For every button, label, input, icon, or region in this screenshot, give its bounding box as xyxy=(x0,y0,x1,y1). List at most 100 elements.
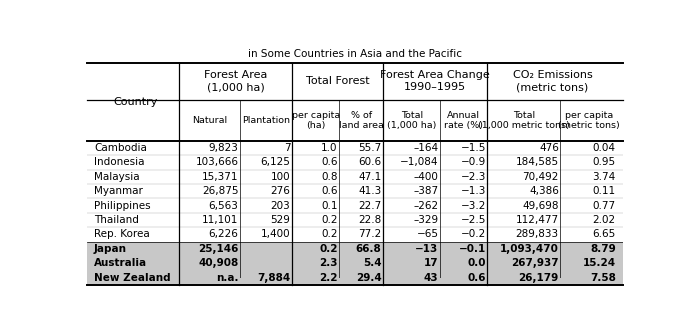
Text: 2.3: 2.3 xyxy=(319,258,338,268)
Text: 6.65: 6.65 xyxy=(592,229,616,239)
Text: Rep. Korea: Rep. Korea xyxy=(94,229,149,239)
Text: 0.6: 0.6 xyxy=(321,157,338,167)
Text: 22.7: 22.7 xyxy=(358,201,381,211)
Text: 70,492: 70,492 xyxy=(522,172,559,182)
Text: Forest Area
(1,000 ha): Forest Area (1,000 ha) xyxy=(203,71,267,92)
Text: 26,875: 26,875 xyxy=(202,186,238,196)
Text: 41.3: 41.3 xyxy=(358,186,381,196)
Text: Philippines: Philippines xyxy=(94,201,151,211)
Text: 0.95: 0.95 xyxy=(593,157,616,167)
Text: 0.6: 0.6 xyxy=(321,186,338,196)
Text: 0.8: 0.8 xyxy=(321,172,338,182)
Text: 26,179: 26,179 xyxy=(518,273,559,283)
Text: −0.2: −0.2 xyxy=(461,229,486,239)
Text: Indonesia: Indonesia xyxy=(94,157,145,167)
Text: 55.7: 55.7 xyxy=(358,143,381,153)
Text: 0.77: 0.77 xyxy=(593,201,616,211)
Text: 2.02: 2.02 xyxy=(593,215,616,225)
Text: 77.2: 77.2 xyxy=(358,229,381,239)
Text: 6,125: 6,125 xyxy=(261,157,291,167)
Text: 276: 276 xyxy=(271,186,291,196)
Text: –262: –262 xyxy=(413,201,439,211)
Text: 476: 476 xyxy=(539,143,559,153)
Text: 289,833: 289,833 xyxy=(516,229,559,239)
Text: New Zealand: New Zealand xyxy=(94,273,171,283)
Text: 0.6: 0.6 xyxy=(467,273,486,283)
Text: in Some Countries in Asia and the Pacific: in Some Countries in Asia and the Pacifi… xyxy=(248,49,462,59)
Text: −3.2: −3.2 xyxy=(460,201,486,211)
Text: 203: 203 xyxy=(271,201,291,211)
Text: 0.2: 0.2 xyxy=(321,229,338,239)
Text: 5.4: 5.4 xyxy=(363,258,381,268)
Text: Cambodia: Cambodia xyxy=(94,143,147,153)
Text: Plantation: Plantation xyxy=(242,116,290,125)
Text: –164: –164 xyxy=(413,143,439,153)
Text: −0.9: −0.9 xyxy=(461,157,486,167)
Text: 3.74: 3.74 xyxy=(592,172,616,182)
Text: per capita
(ha): per capita (ha) xyxy=(291,111,340,130)
Text: 0.0: 0.0 xyxy=(467,258,486,268)
Text: 43: 43 xyxy=(424,273,439,283)
Text: –400: –400 xyxy=(414,172,439,182)
Text: 0.1: 0.1 xyxy=(321,201,338,211)
Text: −0.1: −0.1 xyxy=(459,244,486,254)
Text: –329: –329 xyxy=(413,215,439,225)
Text: 4,386: 4,386 xyxy=(529,186,559,196)
Text: 11,101: 11,101 xyxy=(202,215,238,225)
Text: 7,884: 7,884 xyxy=(257,273,291,283)
Text: 25,146: 25,146 xyxy=(198,244,238,254)
Text: 184,585: 184,585 xyxy=(516,157,559,167)
Text: 100: 100 xyxy=(271,172,291,182)
Text: −65: −65 xyxy=(417,229,439,239)
Bar xyxy=(86,241,623,256)
Text: 17: 17 xyxy=(424,258,439,268)
Text: Country: Country xyxy=(113,97,158,107)
Text: 1,093,470: 1,093,470 xyxy=(500,244,559,254)
Text: Thailand: Thailand xyxy=(94,215,139,225)
Text: Malaysia: Malaysia xyxy=(94,172,140,182)
Text: 1.0: 1.0 xyxy=(321,143,338,153)
Text: % of
land area: % of land area xyxy=(339,111,383,130)
Text: 40,908: 40,908 xyxy=(198,258,238,268)
Text: −13: −13 xyxy=(415,244,439,254)
Text: 7: 7 xyxy=(284,143,291,153)
Text: Natural: Natural xyxy=(192,116,227,125)
Text: Total
(1,000 ha): Total (1,000 ha) xyxy=(387,111,437,130)
Text: −2.3: −2.3 xyxy=(460,172,486,182)
Text: 529: 529 xyxy=(271,215,291,225)
Text: 2.2: 2.2 xyxy=(319,273,338,283)
Text: 49,698: 49,698 xyxy=(522,201,559,211)
Text: 66.8: 66.8 xyxy=(356,244,381,254)
Text: 6,226: 6,226 xyxy=(208,229,238,239)
Text: Australia: Australia xyxy=(94,258,147,268)
Text: 9,823: 9,823 xyxy=(208,143,238,153)
Text: 0.11: 0.11 xyxy=(593,186,616,196)
Text: 112,477: 112,477 xyxy=(516,215,559,225)
Text: 0.2: 0.2 xyxy=(319,244,338,254)
Text: 1,400: 1,400 xyxy=(261,229,291,239)
Bar xyxy=(86,256,623,271)
Text: 47.1: 47.1 xyxy=(358,172,381,182)
Text: –387: –387 xyxy=(413,186,439,196)
Text: Total Forest: Total Forest xyxy=(306,76,370,86)
Text: −1.3: −1.3 xyxy=(460,186,486,196)
Text: Annual
rate (%): Annual rate (%) xyxy=(444,111,483,130)
Text: n.a.: n.a. xyxy=(216,273,238,283)
Text: 6,563: 6,563 xyxy=(208,201,238,211)
Text: 8.79: 8.79 xyxy=(590,244,616,254)
Text: per capita
(metric tons): per capita (metric tons) xyxy=(558,111,620,130)
Text: Total
(1,000 metric tons): Total (1,000 metric tons) xyxy=(478,111,570,130)
Text: 0.2: 0.2 xyxy=(321,215,338,225)
Text: −1.5: −1.5 xyxy=(460,143,486,153)
Text: 103,666: 103,666 xyxy=(195,157,238,167)
Text: 267,937: 267,937 xyxy=(511,258,559,268)
Text: 22.8: 22.8 xyxy=(358,215,381,225)
Text: Forest Area Change
1990–1995: Forest Area Change 1990–1995 xyxy=(381,71,490,92)
Text: −2.5: −2.5 xyxy=(460,215,486,225)
Bar xyxy=(86,271,623,285)
Text: 15.24: 15.24 xyxy=(583,258,616,268)
Text: 7.58: 7.58 xyxy=(590,273,616,283)
Text: −1,084: −1,084 xyxy=(400,157,439,167)
Text: Japan: Japan xyxy=(94,244,127,254)
Text: 29.4: 29.4 xyxy=(356,273,381,283)
